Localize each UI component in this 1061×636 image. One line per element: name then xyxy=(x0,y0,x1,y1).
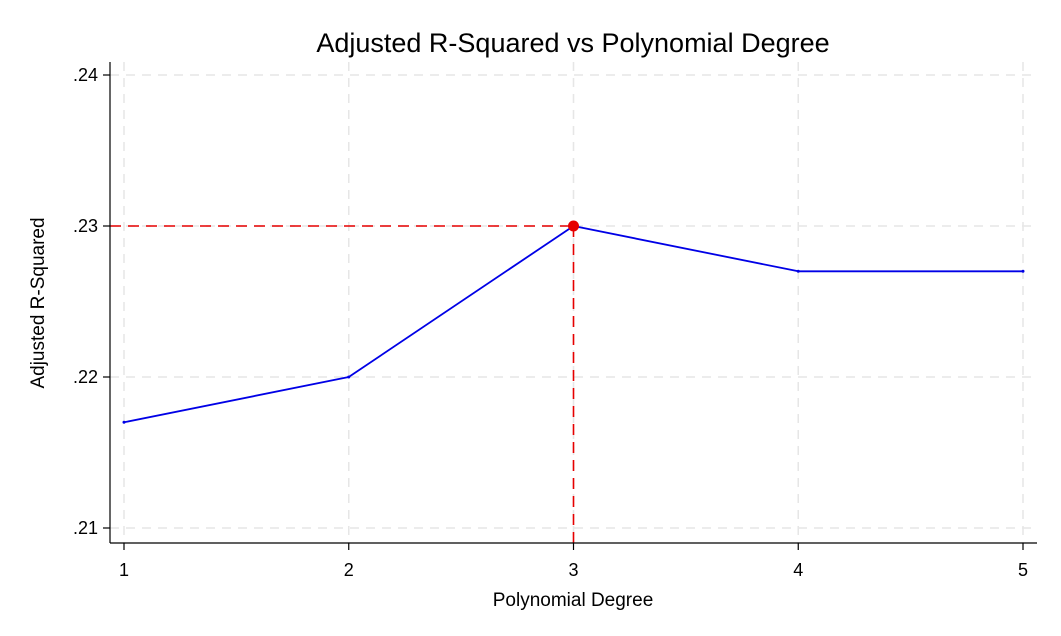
highlight-marker xyxy=(568,220,579,232)
y-tick-label-0: .21 xyxy=(73,518,98,538)
series-point-0-1 xyxy=(347,375,351,379)
y-tick-label-1: .22 xyxy=(73,367,98,387)
chart-title: Adjusted R-Squared vs Polynomial Degree xyxy=(316,28,829,58)
markers xyxy=(568,220,579,232)
x-axis-label: Polynomial Degree xyxy=(493,590,654,611)
x-tick-label-1: 2 xyxy=(344,560,354,580)
series-point-0-4 xyxy=(1021,269,1025,273)
x-tick-label-0: 1 xyxy=(119,560,129,580)
grid xyxy=(110,62,1037,543)
series-point-0-0 xyxy=(122,420,126,424)
y-tick-label-2: .23 xyxy=(73,216,98,236)
x-tick-label-2: 3 xyxy=(568,560,578,580)
x-tick-label-4: 5 xyxy=(1018,560,1028,580)
x-tick-label-3: 4 xyxy=(793,560,803,580)
y-axis-label: Adjusted R-Squared xyxy=(28,217,49,388)
highlight-guides xyxy=(110,225,575,543)
series-point-0-3 xyxy=(796,269,800,273)
ticks: .21 .22 .23 .24 1 2 3 4 5 xyxy=(73,65,1028,580)
y-tick-label-3: .24 xyxy=(73,65,98,85)
